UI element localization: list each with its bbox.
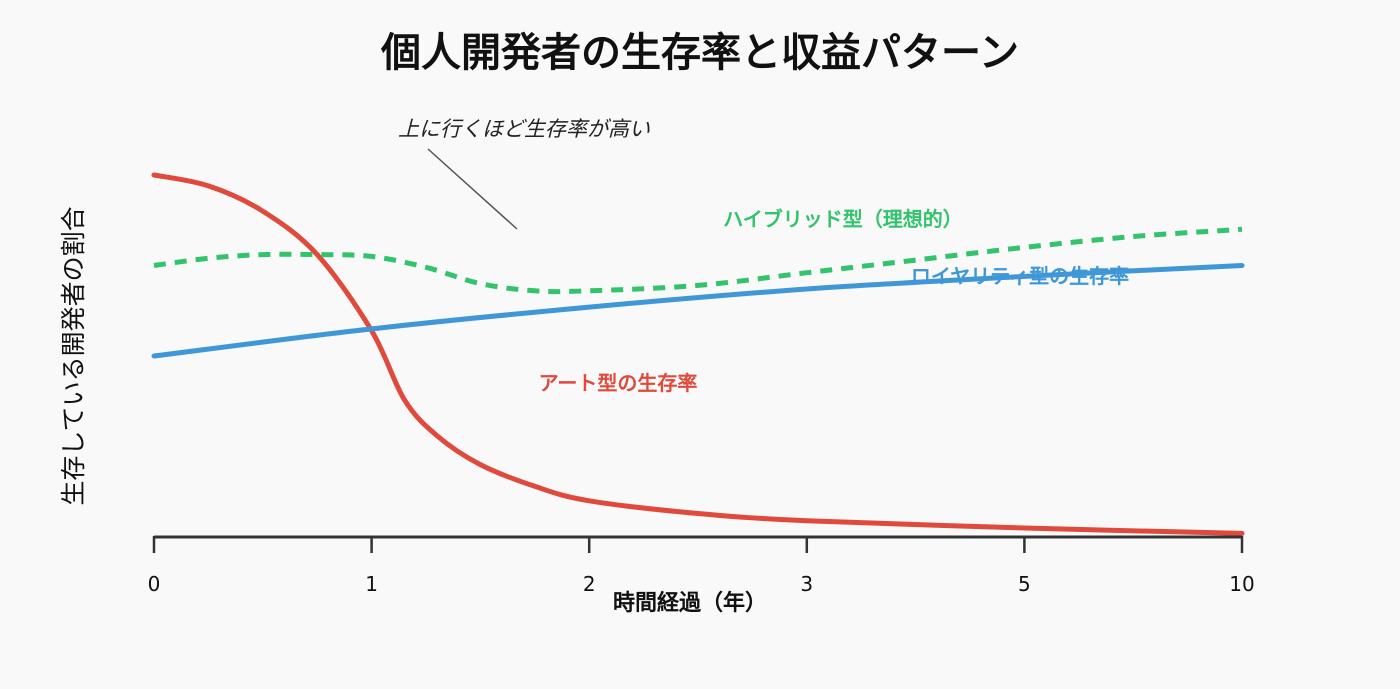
series-layer (151, 172, 1245, 536)
y-axis-label: 生存している開発者の割合 (59, 206, 88, 505)
x-axis-label: 時間経過（年） (613, 590, 767, 616)
annotation-text: 上に行くほど生存率が高い (398, 117, 650, 141)
annotation-arrow-line (427, 148, 518, 230)
x-tick-label: 3 (800, 572, 813, 596)
series-labels: アート型の生存率 ロイヤリティ型の生存率 ハイブリッド型（理想的） (539, 207, 1130, 395)
x-axis-ticks: 0 1 2 3 5 10 (148, 536, 1255, 596)
x-tick-label: 10 (1229, 572, 1254, 596)
chart-title: 個人開発者の生存率と収益パターン (380, 30, 1019, 76)
art-series-label: アート型の生存率 (539, 371, 698, 395)
art-survival-line (151, 172, 1245, 536)
x-tick-label: 2 (583, 572, 596, 596)
x-tick-label: 1 (365, 572, 378, 596)
royalty-series-label: ロイヤリティ型の生存率 (911, 264, 1129, 288)
royalty-survival-line (151, 263, 1245, 359)
hybrid-series-label: ハイブリッド型（理想的） (723, 207, 963, 231)
x-tick-label: 0 (148, 572, 161, 596)
x-tick-label: 5 (1018, 572, 1031, 596)
